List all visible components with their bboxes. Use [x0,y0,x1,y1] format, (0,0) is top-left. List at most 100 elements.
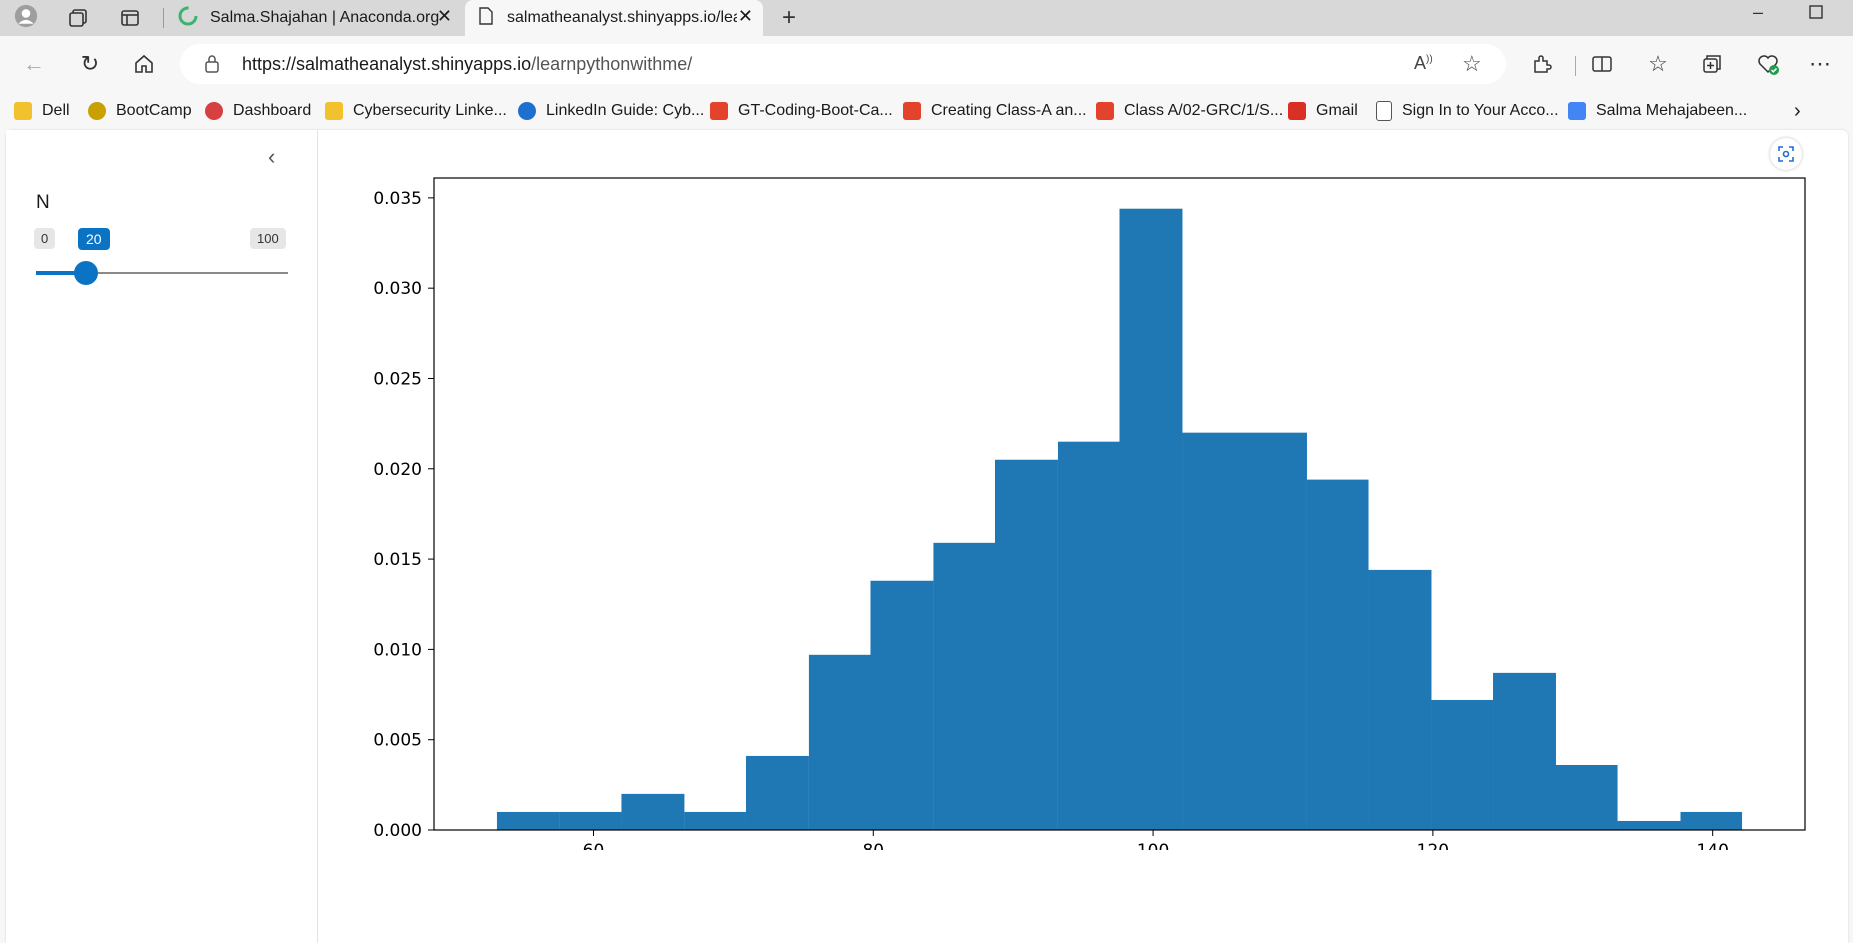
tab-title: Salma.Shajahan | Anaconda.org [210,9,440,26]
page-icon [1376,101,1392,121]
histogram-bar [1244,432,1307,830]
bookmark-item[interactable]: LinkedIn Guide: Cyb... [518,100,704,122]
address-input[interactable]: https://salmatheanalyst.shinyapps.io/lea… [180,44,1506,84]
histogram-bar [559,811,622,830]
lock-icon[interactable] [204,54,220,79]
more-bookmarks-chevron-icon[interactable]: › [1794,99,1801,122]
refresh-icon[interactable]: ↻ [80,51,100,76]
favorites-icon[interactable]: ☆ [1648,51,1668,76]
histogram-bar [994,459,1058,830]
url-host: https://salmatheanalyst.shinyapps.io [242,54,532,74]
x-tick-label: 80 [862,841,884,850]
docs-icon [1568,102,1586,120]
home-icon[interactable] [130,50,158,78]
x-tick-label: 100 [1137,841,1169,850]
y-tick-label: 0.015 [373,550,422,570]
histogram-bar [1306,479,1369,830]
bookmarks-bar: Dell BootCamp Dashboard Cybersecurity Li… [0,92,1853,130]
page-icon [479,6,493,30]
x-tick-label: 120 [1417,841,1449,850]
browser-essentials-icon[interactable] [1754,50,1782,78]
histogram-bar [1617,820,1681,830]
page-content: ‹ N 0 20 100 60 80 100 120 140 0.000 0.005 0.01… [6,130,1848,943]
tab-shinyapps[interactable]: salmatheanalyst.shinyapps.io/learnpython… [465,0,763,36]
histogram-bar [1182,432,1245,830]
x-tick-label: 60 [583,841,605,850]
wheel-icon [205,102,223,120]
bookmark-item[interactable]: BootCamp [88,100,192,122]
histogram-bar [1368,569,1432,830]
bookmark-item[interactable]: Sign In to Your Acco... [1376,100,1559,122]
address-toolbar: ← ↻ https://salmatheanalyst.shinyapps.io… [0,36,1853,92]
collapse-sidebar-icon[interactable]: ‹ [268,144,276,169]
new-tab-icon[interactable]: + [781,4,796,31]
bookmark-item[interactable]: Creating Class-A an... [903,100,1087,122]
histogram-bar [1555,764,1618,830]
bookmark-item[interactable]: GT-Coding-Boot-Ca... [710,100,893,122]
histogram-bar [1119,208,1183,830]
workspaces-icon[interactable] [66,6,90,30]
bookmark-item[interactable]: Salma Mehajabeen... [1568,100,1747,122]
x-tick-label: 140 [1696,841,1728,850]
tab-strip: Salma.Shajahan | Anaconda.org ✕ salmathe… [0,0,1853,36]
slider-handle[interactable] [74,261,99,285]
bookmark-item[interactable]: Cybersecurity Linke... [325,100,507,122]
slider-max-label: 100 [250,228,286,249]
profile-icon[interactable] [14,4,38,28]
y-tick-label: 0.030 [373,279,422,299]
y-tick-label: 0.010 [373,640,422,660]
read-aloud-icon[interactable]: A)) [1414,53,1433,73]
histogram-bar [933,542,995,830]
tab-actions-icon[interactable] [118,6,142,30]
tab-title: salmatheanalyst.shinyapps.io/learnpython… [507,9,737,26]
y-tick-label: 0.020 [373,460,422,480]
plot-frame [433,177,1806,831]
slider-min-label: 0 [34,228,56,249]
y-tick-label: 0.025 [373,369,422,389]
histogram-bar [1057,441,1120,830]
loading-spinner-icon [178,6,198,31]
2u-icon [518,102,536,120]
histogram-bar [684,811,746,830]
slider-label: N [36,192,50,213]
bookmark-item[interactable]: Gmail [1288,100,1358,122]
bee-icon [88,102,106,120]
y-tick-label: 0.035 [373,189,422,209]
histogram-bar [870,580,934,830]
minimize-icon[interactable]: – [1752,1,1763,22]
folder-icon [14,102,32,120]
histogram-bar [1431,699,1494,830]
slider-track[interactable] [36,272,288,274]
back-icon[interactable]: ← [23,51,45,76]
close-tab-icon[interactable]: ✕ [737,6,753,26]
favorite-star-icon[interactable]: ☆ [1462,51,1482,76]
maximize-icon[interactable] [1804,0,1828,24]
histogram-chart: 60 80 100 120 140 0.000 0.005 0.010 0.015 0.020 0.… [373,177,1806,861]
collections-icon[interactable] [1698,50,1726,78]
sidebar: ‹ N 0 20 100 [6,130,318,943]
gitlab-icon [710,102,728,120]
histogram-bar [621,793,685,830]
gitlab-icon [903,102,921,120]
y-tick-label: 0.005 [373,731,422,751]
tab-anaconda[interactable]: Salma.Shajahan | Anaconda.org ✕ [172,0,462,36]
slider-value-badge: 20 [78,228,110,250]
bookmark-item[interactable]: Dashboard [205,100,311,122]
fullscreen-expand-icon[interactable] [1770,138,1802,170]
more-menu-icon[interactable]: ⋯ [1809,51,1831,76]
url-text: https://salmatheanalyst.shinyapps.io/lea… [242,54,692,75]
histogram-bar [496,811,560,830]
main-panel: 60 80 100 120 140 0.000 0.005 0.010 0.015 0.020 0.… [318,130,1848,943]
histogram-bar [808,654,871,830]
y-tick-label: 0.000 [373,821,422,841]
bookmark-item[interactable]: Dell [14,100,70,122]
split-screen-icon[interactable] [1588,50,1616,78]
bookmark-item[interactable]: Class A/02-GRC/1/S... [1096,100,1283,122]
toolbar-divider [1575,56,1576,76]
extensions-icon[interactable] [1528,50,1556,78]
url-path: /learnpythonwithme/ [531,54,693,74]
close-tab-icon[interactable]: ✕ [436,6,452,26]
gmail-icon [1288,102,1306,120]
gitlab-icon [1096,102,1114,120]
folder-icon [325,102,343,120]
